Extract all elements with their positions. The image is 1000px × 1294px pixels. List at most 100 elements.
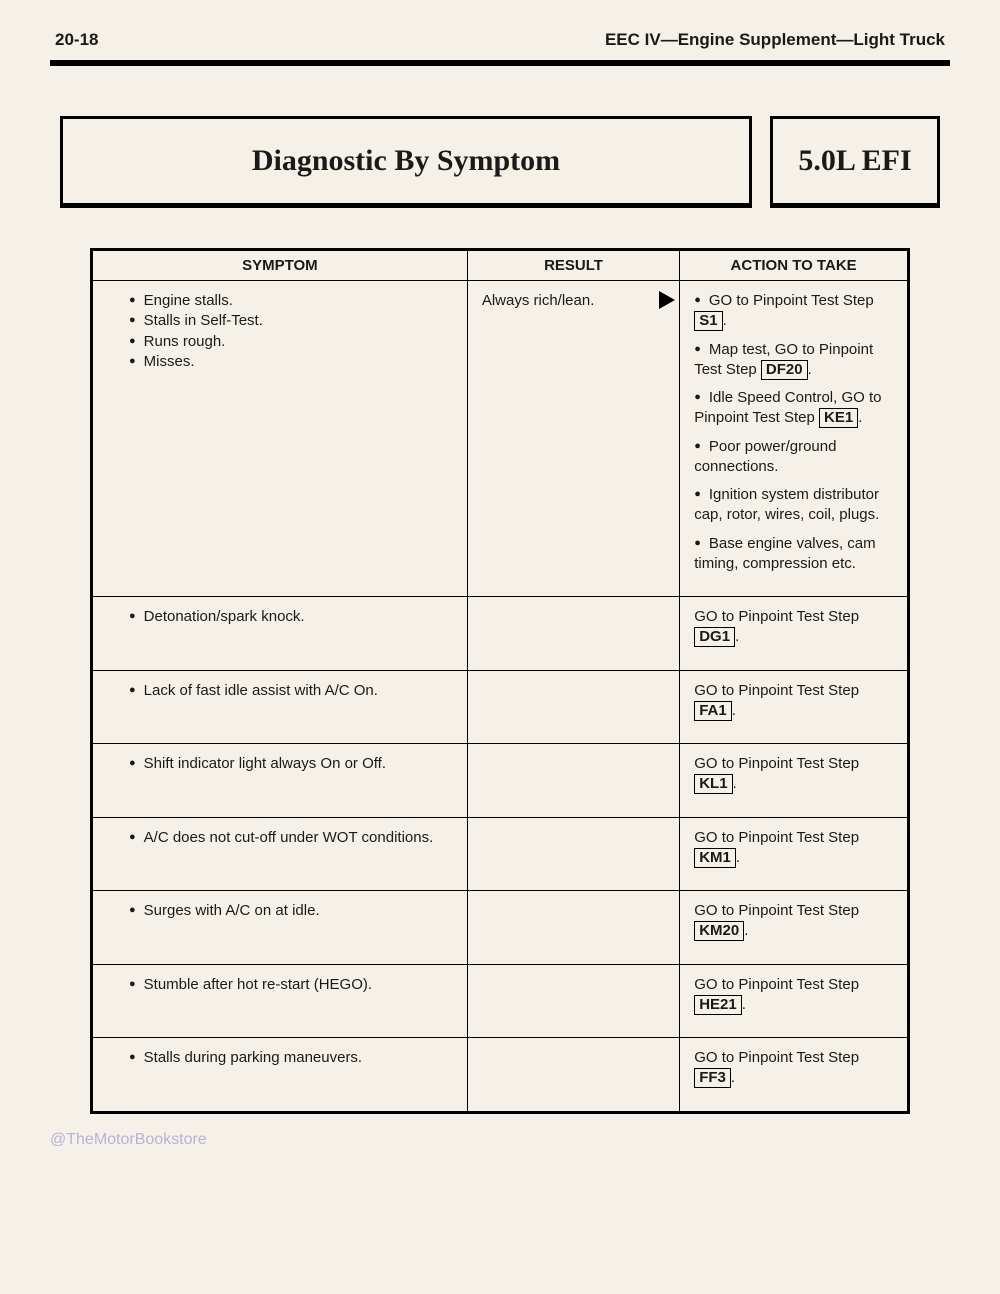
action-item: GO to Pinpoint Test Step KL1.	[694, 754, 893, 795]
step-code: FF3	[694, 1068, 731, 1088]
action-item: Base engine valves, cam timing, compress…	[694, 534, 893, 575]
step-code: KM1	[694, 848, 736, 868]
step-code: DF20	[761, 360, 808, 380]
header-rule	[50, 60, 950, 66]
action-pre: GO to Pinpoint Test Step	[694, 755, 859, 772]
symptom-item: Engine stalls.	[129, 291, 453, 311]
action-post: .	[731, 1069, 735, 1086]
symptom-item: Stalls in Self-Test.	[129, 311, 453, 331]
action-post: .	[808, 361, 812, 378]
step-code: S1	[694, 311, 722, 331]
action-cell: GO to Pinpoint Test Step KM1.	[680, 817, 909, 891]
result-cell	[467, 597, 679, 671]
action-post: .	[733, 775, 737, 792]
action-cell: GO to Pinpoint Test Step KM20.	[680, 891, 909, 965]
page: 20-18 EEC IV—Engine Supplement—Light Tru…	[0, 0, 1000, 1114]
result-cell	[467, 744, 679, 818]
table-row: Shift indicator light always On or Off. G…	[92, 744, 909, 818]
arrow-right-icon	[659, 291, 675, 309]
result-cell	[467, 670, 679, 744]
title-row: Diagnostic By Symptom 5.0L EFI	[60, 116, 940, 208]
table-row: Lack of fast idle assist with A/C On. GO …	[92, 670, 909, 744]
step-code: FA1	[694, 701, 732, 721]
symptom-cell: Detonation/spark knock.	[92, 597, 468, 671]
symptom-item: Surges with A/C on at idle.	[129, 901, 453, 921]
step-code: KE1	[819, 408, 858, 428]
table-header-row: SYMPTOM RESULT ACTION TO TAKE	[92, 250, 909, 281]
action-post: .	[732, 702, 736, 719]
symptom-item: Lack of fast idle assist with A/C On.	[129, 681, 453, 701]
action-post: .	[744, 922, 748, 939]
action-item: Ignition system distributor cap, rotor, …	[694, 485, 893, 526]
step-code: DG1	[694, 627, 735, 647]
action-cell: GO to Pinpoint Test Step DG1.	[680, 597, 909, 671]
watermark: @TheMotorBookstore	[50, 1131, 207, 1149]
action-item: GO to Pinpoint Test Step FA1.	[694, 681, 893, 722]
step-code: KM20	[694, 921, 744, 941]
symptom-cell: Engine stalls.Stalls in Self-Test.Runs r…	[92, 281, 468, 597]
col-result: RESULT	[467, 250, 679, 281]
action-item: GO to Pinpoint Test Step FF3.	[694, 1048, 893, 1089]
action-post: .	[742, 996, 746, 1013]
col-symptom: SYMPTOM	[92, 250, 468, 281]
symptom-cell: Stalls during parking maneuvers.	[92, 1038, 468, 1113]
col-action: ACTION TO TAKE	[680, 250, 909, 281]
result-cell	[467, 1038, 679, 1113]
result-cell	[467, 891, 679, 965]
action-cell: GO to Pinpoint Test Step S1.Map test, GO…	[680, 281, 909, 597]
action-pre: GO to Pinpoint Test Step	[694, 682, 859, 699]
table-row: Stalls during parking maneuvers. GO to Pi…	[92, 1038, 909, 1113]
symptom-cell: Stumble after hot re-start (HEGO).	[92, 964, 468, 1038]
table-row: Stumble after hot re-start (HEGO). GO to …	[92, 964, 909, 1038]
action-cell: GO to Pinpoint Test Step FA1.	[680, 670, 909, 744]
engine-badge: 5.0L EFI	[770, 116, 940, 208]
action-post: .	[735, 628, 739, 645]
table-row: Engine stalls.Stalls in Self-Test.Runs r…	[92, 281, 909, 597]
action-item: GO to Pinpoint Test Step DG1.	[694, 607, 893, 648]
page-header: 20-18 EEC IV—Engine Supplement—Light Tru…	[50, 30, 950, 60]
result-cell: Always rich/lean.	[467, 281, 679, 597]
symptom-item: Detonation/spark knock.	[129, 607, 453, 627]
action-pre: GO to Pinpoint Test Step	[694, 902, 859, 919]
action-item: Idle Speed Control, GO to Pinpoint Test …	[694, 388, 893, 429]
action-pre: GO to Pinpoint Test Step	[694, 829, 859, 846]
action-item: Poor power/ground connections.	[694, 437, 893, 478]
action-post: .	[723, 312, 727, 329]
action-cell: GO to Pinpoint Test Step KL1.	[680, 744, 909, 818]
doc-title: EEC IV—Engine Supplement—Light Truck	[605, 30, 945, 50]
action-item: GO to Pinpoint Test Step HE21.	[694, 975, 893, 1016]
symptom-cell: A/C does not cut-off under WOT condition…	[92, 817, 468, 891]
action-post: .	[736, 849, 740, 866]
diagnostic-table: SYMPTOM RESULT ACTION TO TAKE Engine sta…	[90, 248, 910, 1114]
result-text: Always rich/lean.	[482, 292, 595, 309]
action-pre: GO to Pinpoint Test Step	[709, 292, 874, 309]
table-row: Detonation/spark knock. GO to Pinpoint Te…	[92, 597, 909, 671]
section-title: Diagnostic By Symptom	[60, 116, 752, 208]
action-item: GO to Pinpoint Test Step KM20.	[694, 901, 893, 942]
action-pre: GO to Pinpoint Test Step	[694, 1049, 859, 1066]
symptom-item: Shift indicator light always On or Off.	[129, 754, 453, 774]
action-post: .	[858, 409, 862, 426]
symptom-item: Misses.	[129, 352, 453, 372]
result-cell	[467, 964, 679, 1038]
symptom-item: Runs rough.	[129, 332, 453, 352]
action-item: GO to Pinpoint Test Step S1.	[694, 291, 893, 332]
action-item: GO to Pinpoint Test Step KM1.	[694, 828, 893, 869]
symptom-item: Stumble after hot re-start (HEGO).	[129, 975, 453, 995]
action-cell: GO to Pinpoint Test Step HE21.	[680, 964, 909, 1038]
result-cell	[467, 817, 679, 891]
symptom-cell: Shift indicator light always On or Off.	[92, 744, 468, 818]
symptom-cell: Lack of fast idle assist with A/C On.	[92, 670, 468, 744]
action-item: Map test, GO to Pinpoint Test Step DF20.	[694, 340, 893, 381]
symptom-item: Stalls during parking maneuvers.	[129, 1048, 453, 1068]
symptom-cell: Surges with A/C on at idle.	[92, 891, 468, 965]
symptom-item: A/C does not cut-off under WOT condition…	[129, 828, 453, 848]
action-cell: GO to Pinpoint Test Step FF3.	[680, 1038, 909, 1113]
step-code: HE21	[694, 995, 742, 1015]
page-number: 20-18	[55, 30, 98, 50]
step-code: KL1	[694, 774, 732, 794]
action-pre: GO to Pinpoint Test Step	[694, 608, 859, 625]
action-pre: GO to Pinpoint Test Step	[694, 976, 859, 993]
table-row: Surges with A/C on at idle. GO to Pinpoin…	[92, 891, 909, 965]
table-row: A/C does not cut-off under WOT condition…	[92, 817, 909, 891]
